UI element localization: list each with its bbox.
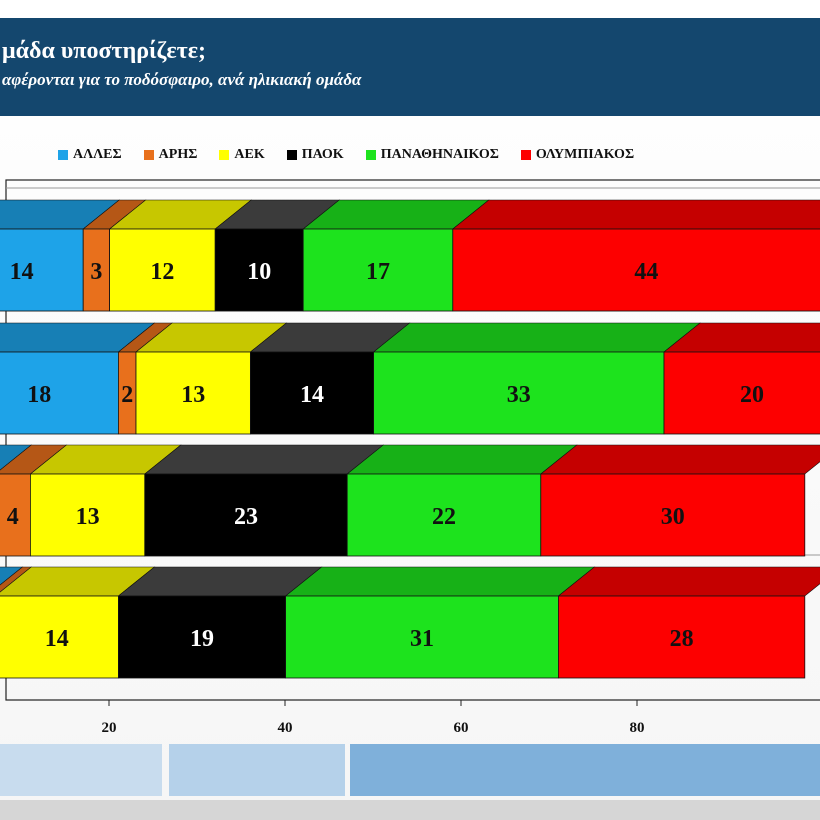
- x-tick-label: 80: [630, 720, 645, 736]
- legend-label: ΑΡΗΣ: [158, 147, 198, 162]
- data-label: 4: [7, 504, 19, 530]
- legend-item: ΠΑΝΑΘΗΝΑΙΚΟΣ: [365, 147, 499, 163]
- x-tick-label: 60: [454, 720, 469, 736]
- legend-label: ΑΛΛΕΣ: [73, 147, 122, 162]
- data-label: 13: [76, 504, 100, 530]
- data-label: 3: [90, 259, 102, 285]
- footer-box: [350, 744, 820, 796]
- data-label: 23: [234, 504, 258, 530]
- stacked-bar-chart: 1431210174418213143320341323223011419312…: [0, 179, 820, 736]
- data-label: 30: [661, 504, 685, 530]
- bar-segment: [452, 228, 820, 312]
- bar-segment: [109, 228, 216, 312]
- bar-segment: [558, 595, 806, 679]
- bar-segment: [0, 351, 119, 435]
- legend-label: ΑΕΚ: [234, 147, 265, 162]
- data-label: 17: [366, 259, 390, 285]
- bar-segment-top: [451, 199, 820, 230]
- data-label: 14: [10, 259, 34, 285]
- header-banner: [0, 18, 820, 116]
- bar-segment: [663, 351, 820, 435]
- bar-segment: [0, 228, 84, 312]
- legend-label: ΠΑΟΚ: [301, 147, 344, 162]
- legend-item: ΟΛΥΜΠΙΑΚΟΣ: [520, 147, 635, 163]
- legend-swatch: [286, 150, 297, 160]
- bar-segment-top: [143, 444, 385, 475]
- data-label: 31: [410, 626, 434, 652]
- bar-segment-top: [372, 322, 701, 353]
- bar-segment-top: [284, 566, 596, 597]
- bar-segment: [540, 473, 806, 557]
- data-label: 44: [634, 259, 658, 285]
- data-label: 18: [27, 382, 51, 408]
- bar-segment-top: [557, 566, 820, 597]
- chart-legend: ΑΛΛΕΣ ΑΡΗΣ ΑΕΚ ΠΑΟΚ ΠΑΝΑΘΗΝΑΙΚΟΣ ΟΛΥΜΠΙΑΚΟΣ: [58, 145, 634, 165]
- legend-swatch: [520, 150, 531, 160]
- legend-item: ΠΑΟΚ: [286, 147, 344, 163]
- footer-box: [169, 744, 345, 796]
- data-label: 2: [121, 382, 133, 408]
- data-label: 14: [300, 382, 324, 408]
- bar-segment-top: [539, 444, 820, 475]
- legend-swatch: [365, 150, 376, 160]
- data-label: 10: [247, 259, 271, 285]
- data-label: 28: [670, 626, 694, 652]
- footer-box: [0, 744, 162, 796]
- page-subtitle: αφέρονται για το ποδόσφαιρο, ανά ηλικιακ…: [2, 70, 362, 89]
- bar-segment: [249, 351, 374, 435]
- data-label: 19: [190, 626, 214, 652]
- legend-label: ΠΑΝΑΘΗΝΑΙΚΟΣ: [380, 147, 499, 162]
- data-label: 13: [181, 382, 205, 408]
- legend-item: ΑΡΗΣ: [143, 147, 198, 163]
- data-label: 20: [740, 382, 764, 408]
- bar-segment: [29, 473, 146, 557]
- legend-swatch: [58, 150, 68, 160]
- data-label: 33: [507, 382, 531, 408]
- plot-area-frame: [5, 179, 820, 701]
- x-tick-label: 40: [278, 720, 293, 736]
- bar-segment: [285, 595, 559, 679]
- legend-swatch: [143, 150, 154, 160]
- bar-segment: [373, 351, 665, 435]
- data-label: 14: [45, 626, 69, 652]
- legend-label: ΟΛΥΜΠΙΑΚΟΣ: [535, 147, 635, 162]
- legend-item: ΑΛΛΕΣ: [58, 147, 122, 163]
- bar-segment: [144, 473, 348, 557]
- data-label: 12: [150, 259, 174, 285]
- legend-item: ΑΕΚ: [219, 147, 265, 163]
- bar-segment: [118, 595, 286, 679]
- data-label: 22: [432, 504, 456, 530]
- bar-segment: [135, 351, 251, 435]
- x-tick-label: 20: [102, 720, 117, 736]
- bar-segment: [302, 228, 454, 312]
- bar-segment: [0, 473, 31, 557]
- legend-swatch: [219, 150, 230, 160]
- bar-segment-top: [346, 444, 578, 475]
- page-title: μάδα υποστηρίζετε;: [2, 38, 206, 64]
- bar-segment: [0, 595, 119, 679]
